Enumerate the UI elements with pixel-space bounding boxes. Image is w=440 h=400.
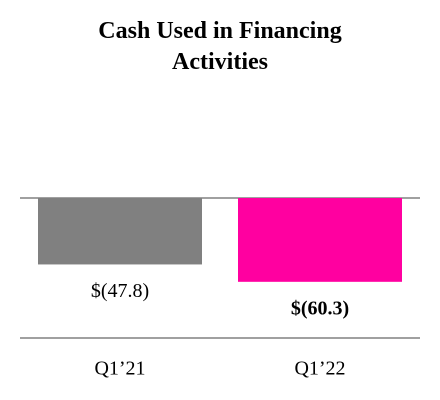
bar [38, 198, 202, 265]
chart-title: Cash Used in Financing Activities [98, 18, 342, 75]
value-label: $(47.8) [91, 280, 149, 302]
bar [238, 198, 402, 282]
x-tick-label: Q1’22 [294, 358, 345, 380]
x-tick-label: Q1’21 [94, 358, 145, 380]
value-label: $(60.3) [291, 297, 349, 319]
